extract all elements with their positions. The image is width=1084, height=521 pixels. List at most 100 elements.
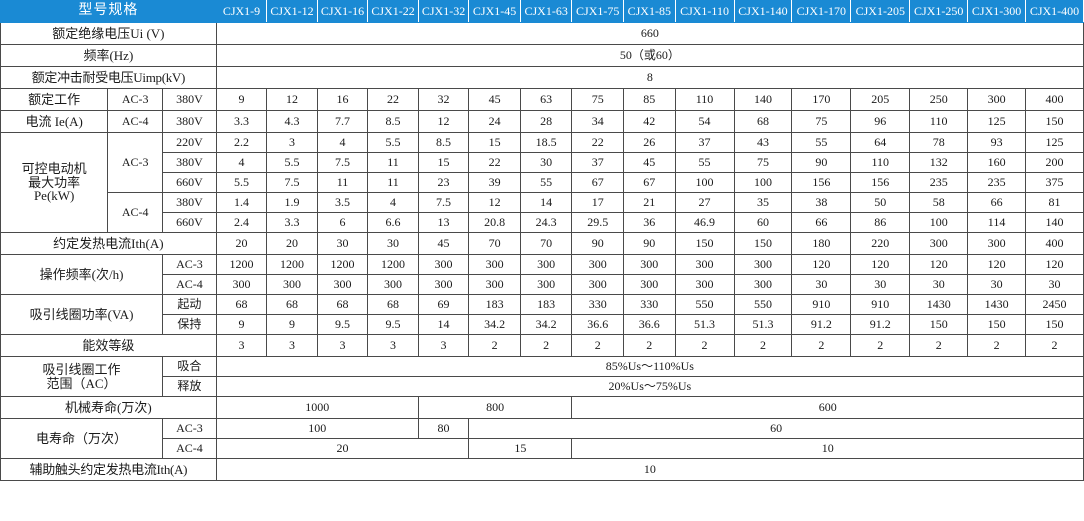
table-row: 约定发热电流Ith(A) 20 20 30 30 45 70 70 90 90 150 150 180 2…: [0, 232, 1084, 255]
cell-ie_ac4_380-1: 4.3: [266, 110, 318, 133]
model-header-CJX1-16[interactable]: CJX1-16: [316, 0, 369, 23]
cell-opfreq_ac3-1: 1200: [266, 254, 318, 275]
cell-pe_ac3_380-13: 132: [909, 152, 969, 173]
cell-pe_ac4_660-2: 6: [316, 212, 369, 233]
table-row: 额定冲击耐受电压Uimp(kV) 8: [0, 66, 1084, 89]
table-header-row: 型号规格 CJX1-9 CJX1-12 CJX1-16 CJX1-22 CJX1-32 CJ…: [0, 0, 1084, 23]
table-row: 可控电动机 最大功率 Pe(kW) AC-3 220V 2.2 3 4 5.5 8.5 15 18.5…: [0, 132, 1084, 233]
cell-opfreq_ac4-15: 30: [1025, 274, 1084, 295]
cell-opfreq_ac4-6: 300: [519, 274, 573, 295]
cell-thermal_current-8: 90: [623, 232, 676, 255]
cell-pe_ac4_380-3: 4: [367, 192, 419, 213]
cell-efficiency-14: 2: [967, 334, 1026, 357]
model-header-CJX1-400[interactable]: CJX1-400: [1025, 0, 1084, 23]
model-header-CJX1-110[interactable]: CJX1-110: [674, 0, 735, 23]
label-ac4: AC-4: [162, 438, 217, 459]
cell-pe_ac4_660-9: 46.9: [674, 212, 735, 233]
cell-thermal_current-15: 400: [1025, 232, 1084, 255]
cell-ie_ac4_380-8: 42: [623, 110, 676, 133]
cell-opfreq_ac4-13: 30: [909, 274, 969, 295]
cell-opfreq_ac4-0: 300: [215, 274, 268, 295]
model-header-CJX1-140[interactable]: CJX1-140: [733, 0, 793, 23]
cell-coil_hold-4: 14: [417, 314, 470, 335]
cell-pe_ac4_660-14: 114: [967, 212, 1026, 233]
cell-pe_ac3_220-5: 15: [468, 132, 521, 153]
cell-ie_ac3_380-3: 22: [367, 88, 419, 111]
cell-thermal_current-13: 300: [909, 232, 969, 255]
cell-coil_hold-6: 34.2: [519, 314, 573, 335]
cell-pe_ac3_380-6: 30: [519, 152, 573, 173]
model-header-CJX1-45[interactable]: CJX1-45: [468, 0, 521, 23]
cell-ie_ac4_380-10: 68: [733, 110, 793, 133]
cell-pe_ac4_380-12: 50: [850, 192, 911, 213]
label-coil-working-range-line: 范围（AC）: [46, 375, 117, 391]
cell-pe_ac3_220-6: 18.5: [519, 132, 573, 153]
table-row: 能效等级 3 3 3 3 3 2 2 2 2 2 2 2 2 2 2 2: [0, 334, 1084, 357]
cell-pe_ac3_660-10: 100: [733, 172, 793, 193]
cell-pe_ac4_380-7: 17: [571, 192, 624, 213]
cell-ie_ac3_380-5: 45: [468, 88, 521, 111]
cell-pe_ac3_660-13: 235: [909, 172, 969, 193]
label-motor-power-line: 最大功率: [28, 174, 81, 190]
cell-opfreq_ac4-10: 300: [733, 274, 793, 295]
model-header-CJX1-32[interactable]: CJX1-32: [417, 0, 470, 23]
cell-coil_hold-1: 9: [266, 314, 318, 335]
cell-coil_hold-13: 150: [909, 314, 969, 335]
model-header-CJX1-300[interactable]: CJX1-300: [967, 0, 1026, 23]
cell-ie_ac3_380-14: 300: [967, 88, 1026, 111]
cell-pe_ac4_380-13: 58: [909, 192, 969, 213]
model-header-CJX1-250[interactable]: CJX1-250: [909, 0, 969, 23]
cell-efficiency-5: 2: [468, 334, 521, 357]
cell-opfreq_ac4-4: 300: [417, 274, 470, 295]
cell-thermal_current-10: 150: [733, 232, 793, 255]
cell-opfreq_ac3-7: 300: [571, 254, 624, 275]
model-header-CJX1-12[interactable]: CJX1-12: [266, 0, 318, 23]
cell-pe_ac3_660-5: 39: [468, 172, 521, 193]
model-header-CJX1-205[interactable]: CJX1-205: [850, 0, 911, 23]
cell-ie_ac4_380-2: 7.7: [316, 110, 369, 133]
model-header-CJX1-9[interactable]: CJX1-9: [215, 0, 268, 23]
cell-efficiency-2: 3: [316, 334, 369, 357]
cell-coil_pickup-4: 69: [417, 294, 470, 315]
table-row: 380V 4 5.5 7.5 11 15 22 30 37 45 55 75 90 110 132 160 20…: [1, 152, 1084, 173]
table-row: 660V 2.4 3.3 6 6.6 13 20.8 24.3 29.5 36 46.9 60 66 86…: [1, 212, 1084, 233]
cell-pe_ac4_660-5: 20.8: [468, 212, 521, 233]
model-header-CJX1-22[interactable]: CJX1-22: [367, 0, 419, 23]
cell-coil_hold-3: 9.5: [367, 314, 419, 335]
cell-coil_hold-5: 34.2: [468, 314, 521, 335]
cell-elec_life_ac4-2: 10: [571, 438, 1084, 459]
table-row: 操作频率(次/h) AC-3 1200 1200 1200 1200 300 300 300 30…: [0, 254, 1084, 295]
cell-pe_ac3_660-12: 156: [850, 172, 911, 193]
table-row: 额定绝缘电压Ui (V) 660: [0, 22, 1084, 45]
cell-ie_ac3_380-7: 75: [571, 88, 624, 111]
cell-pe_ac3_660-11: 156: [791, 172, 852, 193]
cell-coil_hold-11: 91.2: [791, 314, 852, 335]
cell-opfreq_ac3-12: 120: [850, 254, 911, 275]
cell-pe_ac3_220-4: 8.5: [417, 132, 470, 153]
cell-ie_ac3_380-13: 250: [909, 88, 969, 111]
label-pickup: 起动: [162, 294, 217, 315]
cell-ie_ac4_380-11: 75: [791, 110, 852, 133]
cell-coil_pickup-3: 68: [367, 294, 419, 315]
cell-pe_ac4_380-0: 1.4: [215, 192, 268, 213]
cell-pe_ac4_380-5: 12: [468, 192, 521, 213]
label-ac3: AC-3: [107, 132, 164, 193]
cell-ie_ac3_380-10: 140: [733, 88, 793, 111]
cell-opfreq_ac3-4: 300: [417, 254, 470, 275]
label-motor-power-line: Pe(kW): [33, 188, 75, 204]
model-header-CJX1-75[interactable]: CJX1-75: [571, 0, 624, 23]
cell-opfreq_ac4-12: 30: [850, 274, 911, 295]
label-coil-power: 吸引线圈功率(VA): [0, 294, 164, 335]
label-ac3: AC-3: [162, 418, 217, 439]
cell-elec_life_ac3-2: 60: [468, 418, 1084, 439]
label-efficiency-grade: 能效等级: [0, 334, 217, 357]
cell-pe_ac3_380-7: 37: [571, 152, 624, 173]
model-header-CJX1-63[interactable]: CJX1-63: [519, 0, 573, 23]
model-header-CJX1-85[interactable]: CJX1-85: [623, 0, 676, 23]
cell-thermal_current-14: 300: [967, 232, 1026, 255]
label-ac3: AC-3: [107, 88, 164, 111]
cell-opfreq_ac3-10: 300: [733, 254, 793, 275]
cell-efficiency-3: 3: [367, 334, 419, 357]
cell-pe_ac3_220-9: 37: [674, 132, 735, 153]
model-header-CJX1-170[interactable]: CJX1-170: [791, 0, 852, 23]
